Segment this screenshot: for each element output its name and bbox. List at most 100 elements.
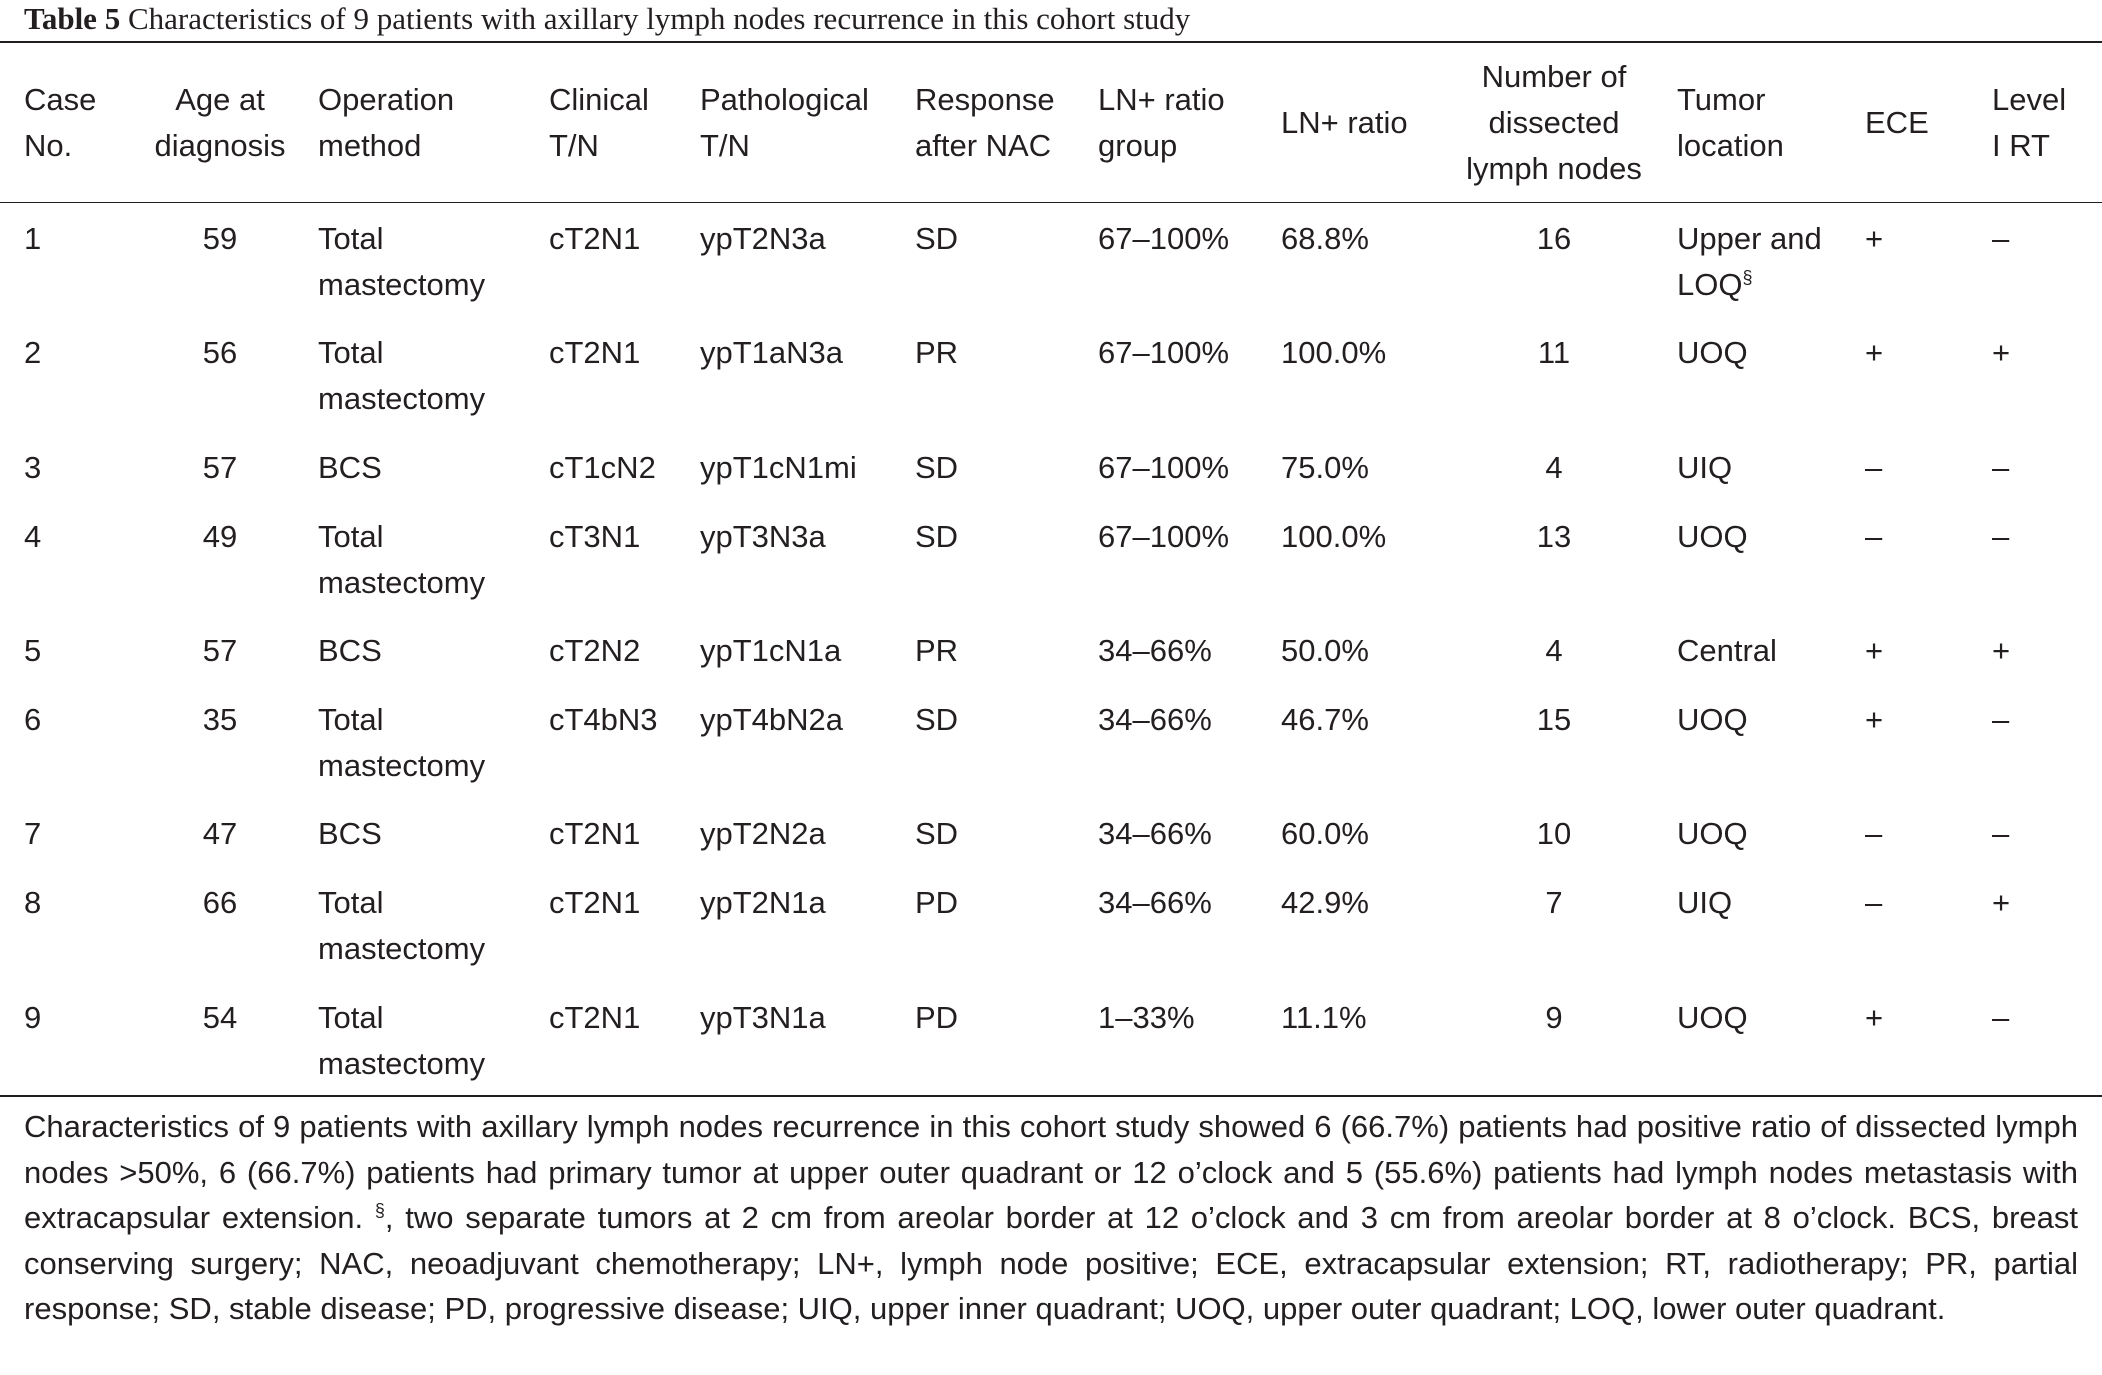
cell-text: cT2N1	[549, 335, 641, 370]
cell-text: ypT3N3a	[700, 519, 826, 554]
table-bottom-rule	[0, 1095, 2102, 1097]
cell-text: 42.9%	[1281, 885, 1369, 920]
table-cell-operation: mastectomy	[318, 262, 485, 308]
table-cell-ece: –	[1865, 514, 1882, 560]
table-cell-level-rt: +	[1992, 628, 2010, 674]
cell-text: mastectomy	[318, 748, 486, 783]
column-header: I RT	[1992, 128, 2050, 163]
table-cell-age: 59	[148, 216, 292, 262]
table-cell-response: SD	[915, 811, 958, 857]
cell-text: +	[1865, 1000, 1884, 1035]
cell-text: UOQ	[1677, 702, 1748, 737]
cell-text: 67–100%	[1098, 519, 1230, 554]
cell-text: ypT4bN2a	[700, 702, 844, 737]
table-cell-age: 49	[148, 514, 292, 560]
table-label: Table 5	[24, 1, 121, 36]
column-header: T/N	[549, 128, 599, 163]
column-header: group	[1098, 128, 1178, 163]
table-cell-ratio: 68.8%	[1281, 216, 1369, 262]
table-cell-ratio: 100.0%	[1281, 514, 1386, 560]
table-cell-ece: –	[1865, 445, 1882, 491]
cell-text: mastectomy	[318, 267, 486, 302]
cell-text: ypT2N3a	[700, 221, 826, 256]
table-footnote: Characteristics of 9 patients with axill…	[24, 1104, 2078, 1332]
table-cell-operation: mastectomy	[318, 376, 485, 422]
column-header: No.	[24, 128, 73, 163]
cell-text: ypT2N1a	[700, 885, 826, 920]
table-cell-ratio: 75.0%	[1281, 445, 1369, 491]
table-cell-dissected: 15	[1458, 697, 1650, 743]
table-cell-operation: mastectomy	[318, 926, 485, 972]
cell-text: 100.0%	[1281, 335, 1387, 370]
cell-text: Upper and	[1677, 221, 1822, 256]
table-cell-case: 7	[24, 811, 41, 857]
cell-text: +	[1992, 633, 2011, 668]
table-caption: Table 5 Characteristics of 9 patients wi…	[24, 2, 1190, 36]
cell-text: SD	[915, 221, 959, 256]
table-cell-level-rt: –	[1992, 445, 2009, 491]
cell-text: –	[1992, 1000, 2010, 1035]
table-cell-ece: +	[1865, 628, 1883, 674]
table-cell-age: 66	[148, 880, 292, 926]
column-header: after NAC	[915, 128, 1052, 163]
cell-text: PD	[915, 1000, 959, 1035]
table-cell-location: UOQ	[1677, 811, 1748, 857]
cell-text: 34–66%	[1098, 702, 1212, 737]
cell-text: Total	[318, 335, 384, 370]
table-cell-pathological: ypT1cN1mi	[700, 445, 857, 491]
cell-text: 9	[1545, 1000, 1563, 1035]
cell-text: 60.0%	[1281, 816, 1369, 851]
table-cell-operation: Total	[318, 514, 383, 560]
column-header: ECE	[1865, 105, 1929, 140]
table-cell-level-rt: –	[1992, 995, 2009, 1041]
table-cell-clinical: cT2N1	[549, 330, 640, 376]
table-cell-case: 8	[24, 880, 41, 926]
table-header-rule	[0, 202, 2102, 203]
cell-text: +	[1865, 221, 1884, 256]
cell-text: LOQ	[1677, 267, 1743, 302]
table-cell-response: SD	[915, 514, 958, 560]
cell-text: 1	[24, 221, 42, 256]
cell-text: BCS	[318, 633, 382, 668]
column-header: Level	[1992, 82, 2067, 117]
cell-text: UIQ	[1677, 885, 1733, 920]
table-cell-dissected: 11	[1458, 330, 1650, 376]
column-header: Tumor	[1677, 82, 1766, 117]
column-header: dissected	[1488, 105, 1620, 140]
cell-text: 16	[1536, 221, 1572, 256]
table-cell-location: Upper and	[1677, 216, 1822, 262]
cell-text: 35	[202, 702, 238, 737]
table-cell-response: PR	[915, 330, 958, 376]
table-cell-pathological: ypT2N1a	[700, 880, 826, 926]
table-cell-response: PR	[915, 628, 958, 674]
cell-text: ypT1aN3a	[700, 335, 844, 370]
table-cell-dissected: 4	[1458, 445, 1650, 491]
cell-text: 67–100%	[1098, 450, 1230, 485]
cell-text: +	[1865, 335, 1884, 370]
table-cell-ratio: 50.0%	[1281, 628, 1369, 674]
cell-text: UOQ	[1677, 816, 1748, 851]
footnote-text-1: Characteristics of 9 patients with axill…	[24, 1109, 2078, 1236]
cell-text: Total	[318, 221, 384, 256]
column-header: diagnosis	[154, 128, 286, 163]
table-cell-dissected: 10	[1458, 811, 1650, 857]
column-header: Clinical	[549, 82, 649, 117]
table-cell-location: UOQ	[1677, 697, 1748, 743]
cell-text: PR	[915, 335, 959, 370]
table-cell-dissected: 16	[1458, 216, 1650, 262]
table-cell-pathological: ypT1cN1a	[700, 628, 841, 674]
table-cell-clinical: cT2N2	[549, 628, 640, 674]
cell-text: 46.7%	[1281, 702, 1369, 737]
cell-text: 4	[1545, 450, 1563, 485]
table-cell-ece: +	[1865, 697, 1883, 743]
table-cell-operation: BCS	[318, 628, 382, 674]
cell-text: –	[1992, 221, 2010, 256]
table-cell-location: Central	[1677, 628, 1777, 674]
cell-text: mastectomy	[318, 1046, 486, 1081]
column-header: T/N	[700, 128, 750, 163]
table-cell-operation: Total	[318, 880, 383, 926]
table-cell-ece: –	[1865, 880, 1882, 926]
table-cell-operation: Total	[318, 697, 383, 743]
table-cell-ratio: 46.7%	[1281, 697, 1369, 743]
cell-text: UIQ	[1677, 450, 1733, 485]
